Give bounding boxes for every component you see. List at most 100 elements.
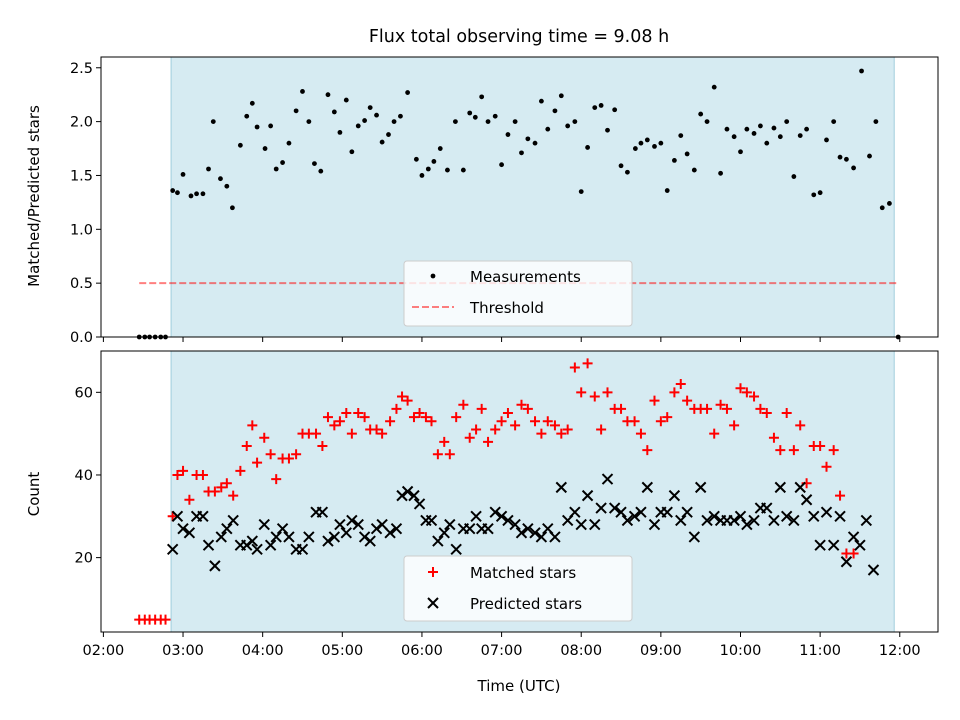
matched-star-point — [649, 395, 660, 406]
measurement-point — [684, 151, 690, 157]
predicted-star-point — [264, 539, 277, 551]
measurement-point — [873, 119, 879, 125]
legend-matched-marker — [428, 567, 438, 577]
measurement-point — [867, 153, 872, 159]
measurement-point — [188, 193, 194, 199]
predicted-star-point — [688, 531, 701, 543]
matched-star-point — [271, 474, 282, 485]
matched-star-point — [414, 407, 425, 418]
matched-star-point — [197, 469, 208, 480]
bottom-y-axis-label: Count — [25, 472, 43, 517]
y-tick-label: 40 — [75, 468, 93, 484]
measurement-point — [731, 134, 737, 140]
measurement-point — [711, 84, 717, 90]
measurement-point — [691, 167, 697, 173]
predicted-star-point — [322, 535, 334, 547]
predicted-star-point — [635, 506, 647, 518]
y-tick-label: 1.0 — [70, 222, 93, 238]
matched-star-point — [172, 469, 183, 480]
matched-star-point — [669, 387, 680, 398]
legend-predicted-marker — [427, 597, 439, 609]
predicted-star-point — [808, 510, 820, 523]
measurement-point — [704, 119, 710, 125]
measurement-point — [879, 205, 885, 211]
x-tick-label: 05:00 — [321, 643, 363, 659]
measurement-point — [230, 205, 235, 211]
predicted-star-point — [502, 514, 514, 527]
measurement-point — [268, 123, 274, 129]
x-tick-label: 07:00 — [481, 643, 523, 659]
measurement-point — [592, 105, 598, 111]
predicted-star-point — [854, 539, 866, 551]
matched-star-point — [635, 428, 646, 439]
measurement-point — [425, 166, 431, 172]
measurement-point — [452, 119, 458, 125]
measurement-point — [362, 118, 368, 123]
measurement-point — [784, 119, 790, 125]
matched-star-point — [490, 424, 501, 435]
matched-star-point — [536, 428, 547, 439]
matched-star-point — [502, 407, 513, 418]
predicted-star-point — [741, 518, 753, 531]
predicted-star-point — [177, 522, 189, 535]
matched-star-point — [542, 416, 553, 427]
measurement-point — [811, 192, 817, 198]
measurement-point — [505, 132, 511, 137]
legend-measurements-label: Measurements — [470, 268, 581, 286]
matched-star-point — [576, 387, 587, 398]
predicted-star-point — [701, 514, 713, 527]
axes-frame — [100, 56, 939, 338]
measurement-point — [200, 191, 206, 197]
predicted-star-point — [708, 510, 720, 523]
measurement-point — [578, 189, 584, 195]
matched-star-point — [432, 449, 443, 460]
legend-bottom: Matched stars Predicted stars — [403, 555, 633, 622]
measurement-point — [585, 145, 590, 150]
predicted-star-point — [648, 518, 661, 531]
matched-star-point — [602, 387, 613, 398]
predicted-star-point — [728, 514, 740, 527]
measurement-point — [237, 142, 243, 148]
matched-star-point — [788, 445, 799, 456]
predicted-star-point — [227, 514, 239, 527]
y-tick-label: 0.5 — [70, 276, 93, 292]
predicted-star-point — [847, 531, 860, 543]
predicted-star-point — [661, 506, 673, 518]
measurement-point — [718, 170, 723, 176]
predicted-star-point — [438, 527, 450, 539]
measurement-point — [777, 134, 783, 140]
matched-star-point — [596, 424, 607, 435]
legend-measurements-marker — [430, 273, 436, 279]
matched-star-point — [549, 420, 560, 431]
matched-star-point — [464, 432, 475, 443]
measurement-point — [632, 146, 638, 151]
legend-box — [403, 260, 633, 327]
predicted-star-point — [575, 518, 587, 531]
measurement-point — [831, 119, 837, 125]
measurement-point — [331, 109, 337, 115]
measurement-point — [744, 126, 750, 132]
measurement-point — [638, 140, 644, 146]
matched-star-point — [835, 490, 846, 501]
measurement-point — [479, 94, 485, 100]
predicted-star-point — [761, 502, 773, 514]
matched-star-point — [329, 420, 340, 431]
matched-star-point — [216, 482, 227, 493]
measurement-point — [625, 169, 630, 175]
y-tick-label: 2.0 — [70, 115, 93, 131]
predicted-star-point — [867, 564, 880, 576]
y-tick-label: 1.5 — [70, 168, 93, 184]
measurement-point — [306, 119, 312, 125]
matched-star-point — [761, 407, 772, 418]
bottom-panel: 20 40 60 02:00 03:00 04:00 05:00 06:00 07:00 08:0… — [75, 350, 939, 659]
measurement-point — [286, 140, 292, 146]
predicted-star-point — [450, 543, 462, 556]
measurement-point — [343, 97, 349, 103]
x-tick-label: 06:00 — [401, 643, 443, 659]
matched-star-point — [729, 420, 740, 431]
matched-star-point — [483, 436, 494, 447]
predicted-star-point — [529, 527, 541, 539]
measurement-point — [206, 166, 211, 172]
matched-star-point — [709, 428, 720, 439]
measurement-point — [644, 137, 650, 143]
